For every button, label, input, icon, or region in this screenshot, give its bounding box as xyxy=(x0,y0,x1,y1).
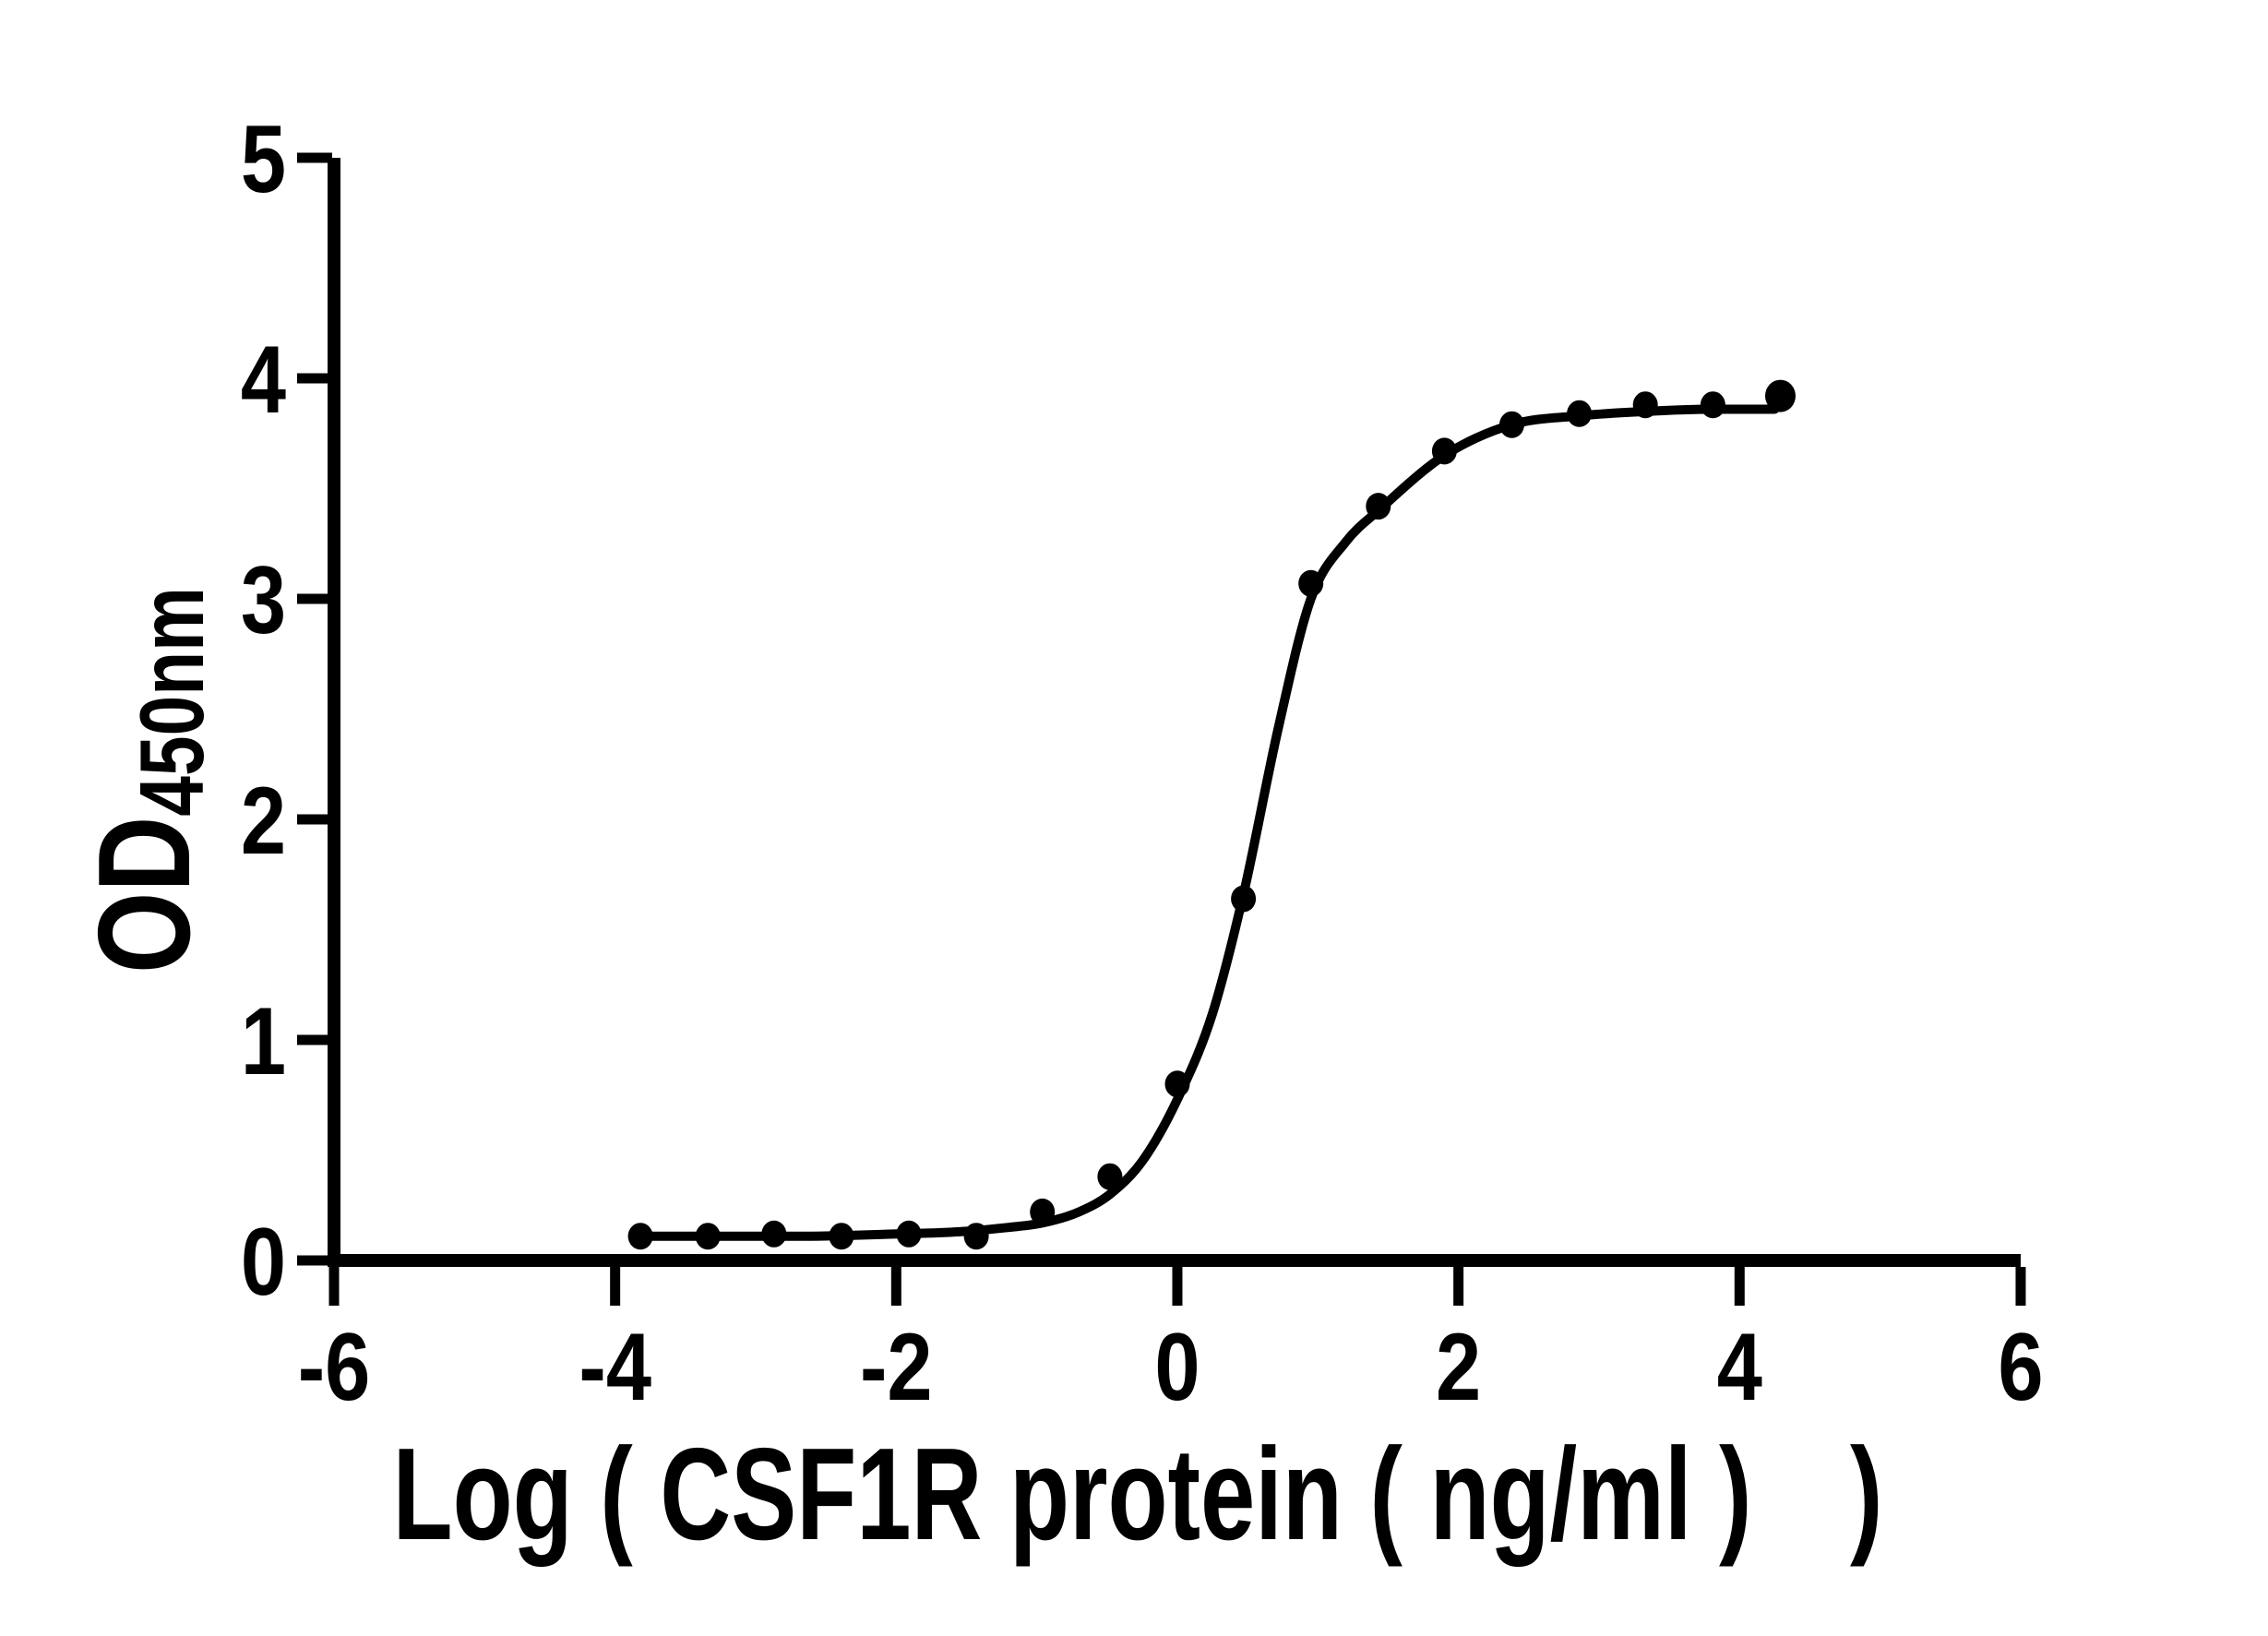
data-point xyxy=(1700,391,1725,419)
data-point xyxy=(1231,885,1257,913)
y-tick-label: 2 xyxy=(241,768,286,874)
y-tick-label: 5 xyxy=(241,106,286,212)
y-tick-label-text: 5 xyxy=(241,106,286,212)
x-tick-label-text: -6 xyxy=(298,1314,371,1420)
x-axis-label: Log ( CSF1R protein ( ng/ml ) ) xyxy=(393,1420,1883,1568)
y-axis-label-main: OD xyxy=(72,817,218,973)
x-tick-label-text: 0 xyxy=(1154,1314,1200,1420)
data-point xyxy=(963,1223,989,1250)
data-point xyxy=(695,1223,721,1250)
data-point xyxy=(1366,493,1391,520)
y-axis-title: OD450nm xyxy=(72,587,222,973)
y-tick-label-text: 3 xyxy=(241,547,286,653)
x-tick-label: 2 xyxy=(1436,1314,1481,1420)
data-point xyxy=(896,1220,922,1248)
data-point xyxy=(1298,569,1324,597)
x-tick-label-text: 4 xyxy=(1717,1314,1762,1420)
data-point xyxy=(1431,437,1457,465)
x-tick-label: 4 xyxy=(1717,1314,1762,1420)
y-tick-label: 3 xyxy=(241,547,286,653)
y-tick-label: 4 xyxy=(241,327,286,433)
data-point xyxy=(1030,1198,1056,1225)
data-point xyxy=(1164,1070,1190,1098)
data-point xyxy=(1567,400,1593,427)
x-tick-label: 6 xyxy=(1998,1314,2043,1420)
data-point xyxy=(1765,379,1796,412)
data-point xyxy=(1097,1163,1123,1190)
x-tick-label-text: 6 xyxy=(1998,1314,2043,1420)
y-tick-label: 0 xyxy=(241,1209,286,1315)
x-tick-label: -6 xyxy=(298,1314,371,1420)
data-point xyxy=(761,1220,787,1248)
y-tick-label-text: 0 xyxy=(241,1209,286,1315)
data-point xyxy=(829,1223,854,1250)
y-tick-label-text: 4 xyxy=(241,327,286,433)
x-tick-label-text: -4 xyxy=(579,1314,651,1420)
data-point xyxy=(1632,391,1658,419)
y-tick-label-text: 2 xyxy=(241,768,286,874)
x-tick-label: -2 xyxy=(860,1314,933,1420)
y-tick-label: 1 xyxy=(241,988,286,1094)
fit-curve-layer xyxy=(631,404,1780,1241)
y-tick-labels: 0 1 2 3 4 5 xyxy=(241,106,286,1315)
x-tick-label-text: -2 xyxy=(860,1314,933,1420)
y-axis-label: OD450nm xyxy=(72,587,222,973)
x-tick-label: 0 xyxy=(1154,1314,1200,1420)
axis-spine xyxy=(328,158,2021,1267)
fit-curve xyxy=(631,404,1780,1241)
data-point xyxy=(1499,411,1524,438)
x-tick-labels: -6 -4 -2 0 2 4 6 xyxy=(298,1314,2044,1420)
axes xyxy=(297,152,2026,1306)
y-tick-label-text: 1 xyxy=(241,988,286,1094)
x-tick-label-text: 2 xyxy=(1436,1314,1481,1420)
data-points-layer xyxy=(627,379,1796,1250)
y-axis-label-subscript: 450nm xyxy=(122,587,222,816)
x-tick-label: -4 xyxy=(579,1314,651,1420)
x-axis-title: Log ( CSF1R protein ( ng/ml ) ) xyxy=(393,1420,1883,1568)
data-point xyxy=(627,1223,653,1250)
